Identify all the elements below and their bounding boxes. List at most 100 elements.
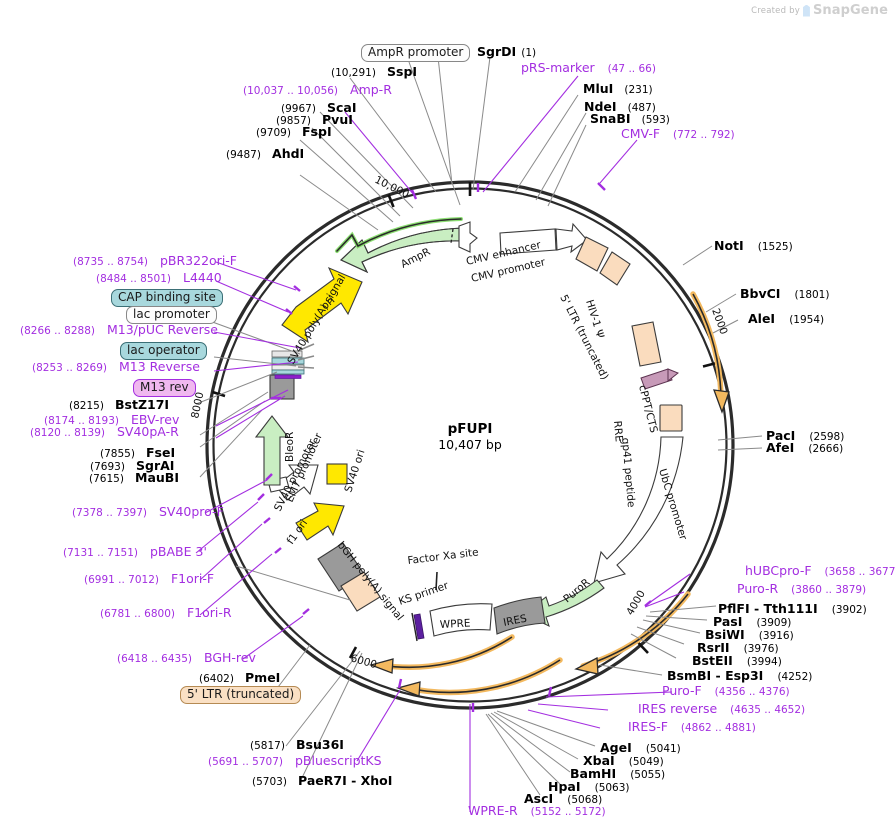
feature-bleor [254, 415, 290, 486]
feature-ubc-promoter [593, 436, 684, 584]
feature-5ltr-block-left [340, 571, 381, 612]
label-rsrii[interactable]: RsrII (3976) [697, 640, 779, 655]
label-m13-puc-reverse[interactable]: (8266 .. 8288) M13/pUC Reverse [20, 322, 218, 337]
label-scai[interactable]: (9967) ScaI [281, 100, 357, 115]
label-ahdi[interactable]: (9487) AhdI [226, 146, 305, 161]
label-snabi[interactable]: SnaBI (593) [590, 111, 670, 126]
boxed-label-ampr-promoter[interactable]: AmpR promoter [361, 44, 471, 63]
label-bamhi[interactable]: BamHI (5055) [570, 766, 666, 781]
svg-text:cPPT/CTS: cPPT/CTS [636, 384, 660, 435]
boxed-label-lac-operator[interactable]: lac operator [120, 342, 207, 361]
orientation-arrows [368, 291, 730, 697]
label-pbluescriptks[interactable]: (5691 .. 5707) pBluescriptKS [208, 753, 382, 768]
label-m13-reverse[interactable]: (8253 .. 8269) M13 Reverse [32, 359, 200, 374]
svg-text:6000: 6000 [349, 652, 378, 671]
label-fsei[interactable]: (7855) FseI [100, 445, 176, 460]
feature-cmv-promoter [555, 222, 588, 254]
label-ires-f[interactable]: IRES-F (4862 .. 4881) [628, 719, 756, 734]
feature-ires [493, 596, 546, 635]
label-xbai[interactable]: XbaI (5049) [583, 753, 664, 768]
label-sv40pa-r[interactable]: (8120 .. 8139) SV40pA-R [30, 424, 179, 439]
watermark-created-by: Created by [751, 5, 800, 16]
feature-cmv-enhancer [499, 228, 557, 255]
feature-sv40-promoter [275, 464, 319, 501]
feature-f1-ori [295, 502, 345, 541]
feature-wpre [429, 603, 493, 637]
snapgene-watermark: Created by SnapGene [751, 3, 888, 18]
svg-text:5' LTR (truncated): 5' LTR (truncated) [557, 293, 610, 382]
leader-lines-enzyme [195, 56, 763, 796]
label-sv40pro-f[interactable]: (7378 .. 7397) SV40pro-F [72, 504, 224, 519]
plasmid-center-label: pFUPI 10,407 bp [420, 421, 520, 452]
label-sspi[interactable]: (10,291) SspI [331, 64, 418, 79]
label-asci[interactable]: AscI (5068) [524, 791, 603, 806]
svg-text:IRES: IRES [502, 613, 528, 629]
boxed-label-m13-rev[interactable]: M13 rev [133, 379, 196, 398]
label-hubcpro-f[interactable]: hUBCpro-F (3658 .. 3677) [745, 563, 896, 578]
feature-cppt-cts [659, 404, 683, 432]
label-pbabe-3[interactable]: (7131 .. 7151) pBABE 3' [63, 544, 207, 559]
label-f1ori-r[interactable]: (6781 .. 6800) F1ori-R [100, 605, 232, 620]
label-cmv-f[interactable]: CMV-F (772 .. 792) [621, 126, 735, 141]
label-maubi[interactable]: (7615) MauBI [89, 470, 179, 485]
label-afei[interactable]: AfeI (2666) [766, 440, 844, 455]
label-l4440[interactable]: (8484 .. 8501) L4440 [96, 270, 222, 285]
svg-text:WPRE: WPRE [440, 617, 471, 631]
label-alei[interactable]: AleI (1954) [748, 311, 825, 326]
feature-factor-xa-site [435, 571, 438, 591]
label-wpre-r[interactable]: WPRE-R (5152 .. 5172) [468, 803, 606, 818]
label-pmei[interactable]: (6402) PmeI [199, 670, 281, 685]
label-bstei[interactable]: BstEII (3994) [692, 653, 782, 668]
boxed-label-lac-promoter[interactable]: lac promoter [126, 306, 217, 325]
feature-ori [281, 266, 363, 344]
label-ires-reverse[interactable]: IRES reverse (4635 .. 4652) [638, 701, 806, 716]
label-sgrai[interactable]: (7693) SgrAI [90, 458, 175, 473]
label-amp-r[interactable]: (10,037 .. 10,056) Amp-R [243, 82, 392, 97]
label-paer7i-xhoi[interactable]: (5703) PaeR7I - XhoI [252, 773, 393, 788]
label-fspi[interactable]: (9709) FspI [256, 124, 332, 139]
label-prs-marker[interactable]: pRS-marker (47 .. 66) [521, 60, 656, 75]
scale-ticks [212, 182, 717, 659]
label-ebv-rev[interactable]: (8174 .. 8193) EBV-rev [44, 412, 180, 427]
boxed-label-cap-binding-site[interactable]: CAP binding site [111, 289, 223, 308]
plasmid-size: 10,407 bp [438, 437, 502, 452]
feature-ampr-promoter [458, 221, 478, 253]
feature-sv40-ori [326, 463, 348, 485]
label-f1ori-f[interactable]: (6991 .. 7012) F1ori-F [84, 571, 215, 586]
label-bgh-rev[interactable]: (6418 .. 6435) BGH-rev [117, 650, 256, 665]
leader-lines-primer [195, 75, 691, 812]
label-bstz17i[interactable]: (8215) BstZ17I [69, 397, 170, 412]
label-mlui[interactable]: MluI (231) [583, 81, 653, 96]
svg-text:AmpR: AmpR [399, 246, 432, 271]
label-sgrdi[interactable]: SgrDI (1) [477, 44, 537, 59]
label-paci[interactable]: PacI (2598) [766, 428, 845, 443]
label-pasi[interactable]: PasI (3909) [713, 614, 792, 629]
label-hpai[interactable]: HpaI (5063) [548, 779, 630, 794]
site-ticks [257, 182, 652, 712]
label-agei[interactable]: AgeI (5041) [600, 740, 681, 755]
label-bbvci[interactable]: BbvCI (1801) [740, 286, 830, 301]
snapgene-logo-icon [802, 4, 810, 17]
plasmid-name: pFUPI [447, 421, 493, 437]
svg-text:KS primer: KS primer [397, 579, 451, 607]
label-bsu36i[interactable]: (5817) Bsu36I [250, 737, 344, 752]
label-pflfi-tth111i[interactable]: PflFI - Tth111I (3902) [718, 601, 867, 616]
label-bsiwi[interactable]: BsiWI (3916) [705, 627, 794, 642]
svg-text:4000: 4000 [624, 588, 648, 617]
label-pvui[interactable]: (9857) PvuI [276, 112, 353, 127]
svg-text:8000: 8000 [189, 391, 206, 420]
label-puro-r[interactable]: Puro-R (3860 .. 3879) [737, 581, 867, 596]
label-pbr322ori-f[interactable]: (8735 .. 8754) pBR322ori-F [73, 253, 237, 268]
boxed-label-5ltr-truncated[interactable]: 5' LTR (truncated) [180, 686, 302, 705]
svg-text:RRE: RRE [611, 420, 625, 442]
feature-rre [631, 321, 662, 367]
label-ndei[interactable]: NdeI (487) [584, 99, 656, 114]
feature-gp41-peptide [640, 368, 679, 390]
label-bsmbi-esp3i[interactable]: BsmBI - Esp3I (4252) [667, 668, 813, 683]
svg-text:gp41 peptide: gp41 peptide [619, 437, 637, 508]
label-noti[interactable]: NotI (1525) [714, 238, 793, 253]
feature-hiv1-psi [599, 251, 631, 286]
label-puro-f[interactable]: Puro-F (4356 .. 4376) [662, 683, 790, 698]
